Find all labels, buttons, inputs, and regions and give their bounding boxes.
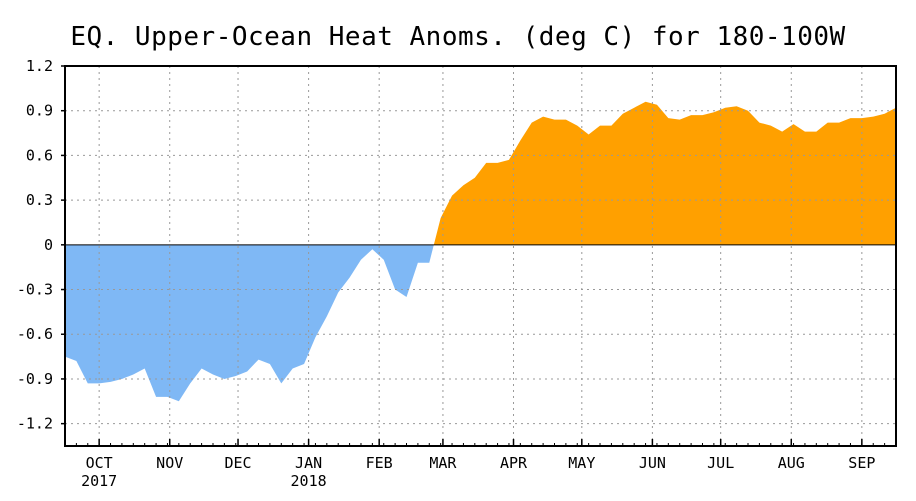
x-tick-year-label: 2017 <box>81 472 117 490</box>
x-tick-label: JUN <box>639 454 666 472</box>
x-tick-label: MAR <box>429 454 457 472</box>
y-tick-label: 0.9 <box>26 102 53 120</box>
y-tick-label: 0.3 <box>26 191 53 209</box>
y-tick-label: -1.2 <box>17 415 53 433</box>
x-tick-label: JUL <box>707 454 734 472</box>
y-axis-ticks: 1.2 0.9 0.6 0.3 0 -0.3 -0.6 -0.9 -1.2 <box>17 57 65 433</box>
negative-anomaly-area <box>65 244 434 402</box>
x-tick-label: NOV <box>156 454 183 472</box>
x-tick-label: MAY <box>568 454 595 472</box>
plot-frame <box>64 65 897 447</box>
y-tick-label: 1.2 <box>26 57 53 75</box>
y-tick-label: -0.6 <box>17 325 53 343</box>
x-tick-label: OCT <box>86 454 113 472</box>
y-tick-label: -0.9 <box>17 370 53 388</box>
x-tick-label: APR <box>500 454 528 472</box>
chart-title: EQ. Upper-Ocean Heat Anoms. (deg C) for … <box>70 22 846 52</box>
x-tick-label: SEP <box>848 454 875 472</box>
y-tick-label: 0.6 <box>26 146 53 164</box>
area-fills <box>65 101 896 402</box>
y-tick-label: -0.3 <box>17 281 53 299</box>
x-tick-label: JAN <box>295 454 322 472</box>
x-tick-label: DEC <box>224 454 251 472</box>
positive-anomaly-area <box>65 101 896 245</box>
y-tick-label: 0 <box>44 236 53 254</box>
gridlines <box>65 66 896 446</box>
x-tick-label: FEB <box>366 454 393 472</box>
x-tick-year-label: 2018 <box>291 472 327 490</box>
x-tick-label: AUG <box>778 454 805 472</box>
